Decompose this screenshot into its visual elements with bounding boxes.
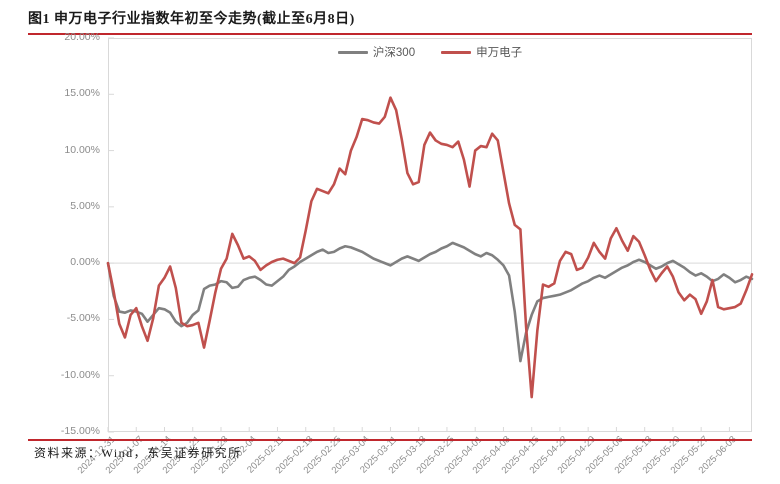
y-tick-label: 5.00% [70,199,100,212]
series-line [106,241,754,363]
figure-title: 图1 申万电子行业指数年初至今走势(截止至6月8日) [28,12,355,27]
legend-swatch-sw-electronics [441,50,472,54]
series-line [106,96,754,399]
y-tick-label: 15.00% [64,87,100,100]
grid-layer [107,37,752,433]
legend-label-sw-electronics: 申万电子 [476,47,523,59]
series-layer [106,96,754,399]
y-tick-label: 10.00% [64,143,100,156]
title-divider [28,33,752,35]
legend-item-sw-electronics[interactable]: 申万电子 [441,44,522,60]
y-tick-label: 20.00% [64,31,100,43]
y-tick-label: -5.00% [66,312,100,325]
figure-container: 图1 申万电子行业指数年初至今走势(截止至6月8日) 沪深300 申万电子 20… [28,12,754,476]
legend-label-hs300: 沪深300 [372,47,416,59]
chart-legend: 沪深300 申万电子 [108,44,752,60]
legend-item-hs300[interactable]: 沪深300 [337,44,416,60]
y-tick-label: -15.00% [60,425,100,437]
y-tick-label: -10.00% [60,368,100,381]
source-note: 资料来源：Wind，东吴证券研究所 [34,446,242,460]
plot-frame [108,38,752,432]
legend-swatch-hs300 [337,50,368,54]
y-tick-label: 0.00% [70,256,100,269]
chart-plot-area [106,37,754,433]
source-divider [28,439,752,441]
